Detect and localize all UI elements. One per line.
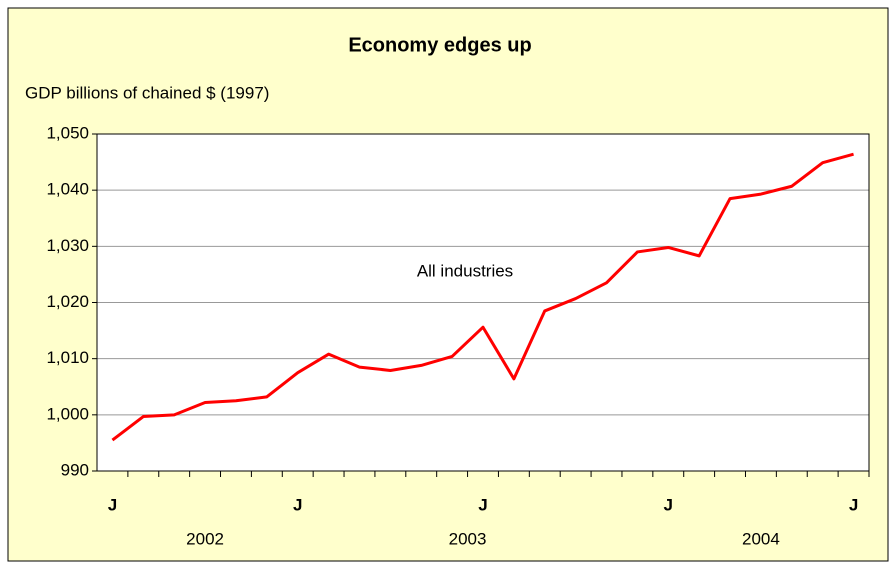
x-tick-label: J bbox=[108, 495, 117, 514]
year-label: 2002 bbox=[186, 529, 224, 548]
annotation: All industries bbox=[417, 261, 513, 280]
y-tick-label: 1,040 bbox=[46, 180, 89, 199]
y-axis-label: GDP billions of chained $ (1997) bbox=[25, 83, 269, 102]
y-tick-label: 1,010 bbox=[46, 348, 89, 367]
x-tick-label: J bbox=[478, 495, 487, 514]
x-tick-label: J bbox=[664, 495, 673, 514]
data-line bbox=[111, 152, 854, 442]
y-tick-label: 1,050 bbox=[46, 123, 89, 142]
x-tick-label: J bbox=[293, 495, 302, 514]
y-tick-label: 1,030 bbox=[46, 236, 89, 255]
x-tick-label: J bbox=[849, 495, 858, 514]
y-tick-label: 1,000 bbox=[46, 404, 89, 423]
plot-frame bbox=[96, 133, 870, 472]
chart-title: Economy edges up bbox=[348, 34, 531, 56]
y-tick-label: 990 bbox=[61, 460, 89, 479]
year-label: 2003 bbox=[449, 529, 487, 548]
y-tick-label: 1,020 bbox=[46, 292, 89, 311]
year-label: 2004 bbox=[742, 529, 780, 548]
